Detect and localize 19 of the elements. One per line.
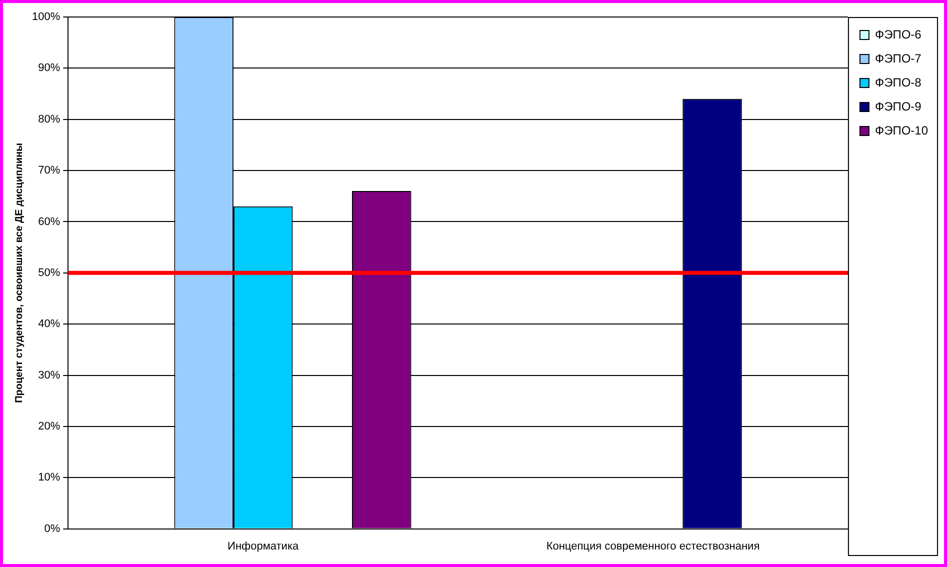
legend-label: ФЭПО-6 (874, 27, 922, 42)
y-tick-label: 0% (44, 522, 60, 535)
y-tick-label: 30% (38, 369, 60, 382)
y-tick-label: 50% (38, 266, 60, 279)
y-tick-label: 20% (38, 420, 60, 432)
legend-label: ФЭПО-10 (874, 123, 928, 138)
y-tick-label: 70% (38, 164, 60, 177)
legend-label: ФЭПО-9 (874, 99, 922, 114)
y-tick-label: 40% (38, 318, 60, 330)
y-tick-label: 60% (38, 216, 60, 228)
y-tick-label: 10% (38, 472, 60, 484)
y-tick-label: 80% (38, 113, 60, 126)
x-tick-label: Концепция современного естествознания (546, 540, 760, 552)
y-tick-label: 100% (32, 11, 60, 24)
legend-label: ФЭПО-7 (874, 51, 922, 66)
y-axis-title: Процент студентов, освоивших все ДЕ дисциплины (14, 142, 25, 403)
legend-label: ФЭПО-8 (874, 75, 922, 90)
y-tick-label: 90% (38, 62, 60, 74)
x-tick-label: Информатика (228, 540, 300, 552)
